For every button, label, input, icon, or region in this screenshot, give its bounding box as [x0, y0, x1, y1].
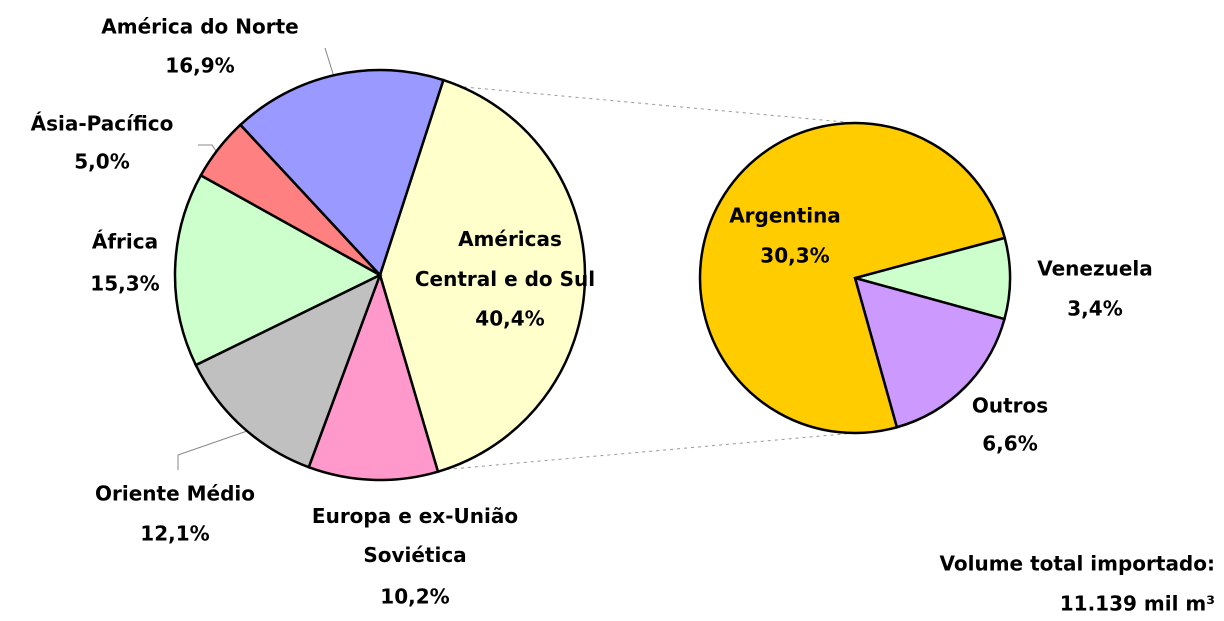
annotation: Volume total importado:: [940, 552, 1216, 576]
pie-slice: [698, 121, 1007, 435]
slice-value: 12,1%: [140, 522, 209, 546]
pie-slice: [238, 68, 445, 278]
slice-label: Outros: [972, 394, 1048, 418]
slice-value: 40,4%: [475, 307, 544, 331]
connector: [442, 84, 856, 124]
slice-value: 5,0%: [74, 150, 129, 174]
slice-label: Europa e ex-União Soviética: [312, 504, 518, 567]
slice-value: 3,4%: [1067, 297, 1122, 321]
pie-slice: [194, 272, 383, 469]
slice-value: 6,6%: [982, 432, 1037, 456]
annotation: 11.139 mil m³: [1060, 592, 1215, 616]
pie-slice: [173, 173, 383, 367]
pie-slice: [307, 271, 440, 482]
slice-value: 15,3%: [90, 272, 159, 296]
slice-label: Ásia-Pacífico: [31, 112, 174, 136]
label-line: Europa e ex-União: [312, 504, 518, 528]
label-line: Central e do Sul: [415, 267, 595, 291]
leader-line: [177, 429, 251, 470]
slice-value: 30,3%: [760, 244, 829, 268]
slice-value: 16,9%: [165, 54, 234, 78]
slice-label: Argentina: [729, 204, 841, 228]
label-line: Américas: [458, 227, 562, 251]
slice-label: Américas Central e do Sul: [415, 227, 595, 291]
slice-label: América do Norte: [101, 15, 298, 39]
slice-label: Venezuela: [1037, 257, 1153, 281]
pie-slice: [378, 78, 587, 474]
slice-label: Oriente Médio: [95, 482, 255, 506]
slice-label: África: [92, 230, 158, 254]
label-line: Soviética: [363, 543, 466, 567]
pie-slice: [853, 276, 1006, 429]
slice-value: 10,2%: [380, 585, 449, 609]
